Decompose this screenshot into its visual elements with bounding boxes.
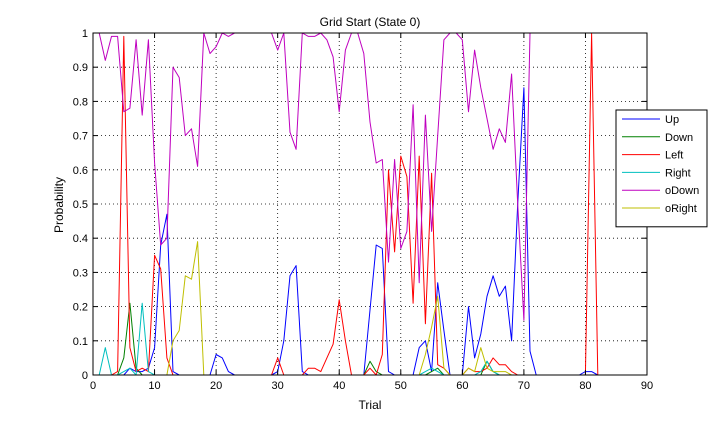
legend-label-left: Left bbox=[665, 150, 683, 162]
x-tick-label: 70 bbox=[518, 380, 530, 392]
legend-label-oright: oRight bbox=[665, 203, 697, 215]
y-tick-label: 0.4 bbox=[73, 233, 88, 245]
y-axis-label: Probability bbox=[52, 177, 66, 233]
x-tick-label: 0 bbox=[90, 380, 96, 392]
axis-ticks: 0 10 20 30 40 50 60 70 80 90 0 0.1 0.2 0.3 0.4 0.5 0.6 0.… bbox=[73, 28, 653, 392]
legend: Up Down Left Right oDown oRight bbox=[615, 109, 708, 228]
y-tick-label: 0.9 bbox=[73, 62, 88, 74]
y-tick-label: 0.5 bbox=[73, 199, 88, 211]
chart-title: Grid Start (State 0) bbox=[320, 15, 421, 29]
y-tick-label: 0 bbox=[82, 370, 88, 382]
y-tick-label: 0.8 bbox=[73, 96, 88, 108]
y-tick-label: 0.6 bbox=[73, 165, 88, 177]
legend-label-odown: oDown bbox=[665, 185, 699, 197]
y-tick-label: 1 bbox=[82, 28, 88, 40]
legend-label-down: Down bbox=[665, 132, 693, 144]
x-tick-label: 50 bbox=[395, 380, 407, 392]
x-tick-label: 90 bbox=[641, 380, 653, 392]
x-axis-label: Trial bbox=[359, 398, 382, 412]
y-tick-label: 0.2 bbox=[73, 302, 88, 314]
x-tick-label: 10 bbox=[148, 380, 160, 392]
x-tick-label: 30 bbox=[272, 380, 284, 392]
legend-label-right: Right bbox=[665, 167, 691, 179]
x-tick-label: 40 bbox=[333, 380, 345, 392]
y-tick-label: 0.3 bbox=[73, 267, 88, 279]
legend-label-up: Up bbox=[665, 114, 679, 126]
x-tick-label: 60 bbox=[456, 380, 468, 392]
y-tick-label: 0.1 bbox=[73, 336, 88, 348]
x-tick-label: 20 bbox=[210, 380, 222, 392]
x-tick-label: 80 bbox=[579, 380, 591, 392]
y-tick-label: 0.7 bbox=[73, 131, 88, 143]
legend-box bbox=[615, 109, 708, 228]
